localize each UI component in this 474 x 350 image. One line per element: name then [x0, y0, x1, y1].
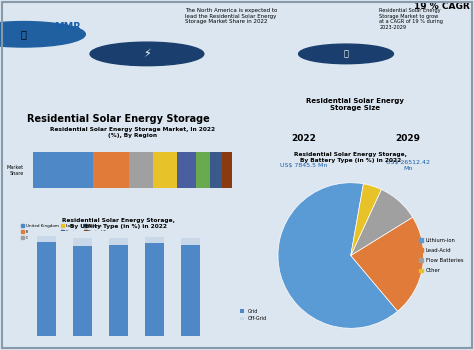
Bar — [33, 152, 93, 188]
Text: 🌐: 🌐 — [21, 29, 27, 39]
Legend: Grid, Off-Grid: Grid, Off-Grid — [238, 307, 269, 323]
Bar — [176, 152, 196, 188]
Circle shape — [299, 44, 393, 64]
Text: Residential Solar Energy
Storage Market to grow
at a CAGR of 19 % during
2023-20: Residential Solar Energy Storage Market … — [379, 8, 443, 30]
Title: Residential Solar Energy Storage Market, In 2022
(%), By Region: Residential Solar Energy Storage Market,… — [50, 127, 215, 138]
Text: US$ 7845.5 Mn: US$ 7845.5 Mn — [280, 163, 327, 168]
Circle shape — [0, 22, 85, 47]
Bar — [222, 152, 232, 188]
Bar — [145, 244, 164, 336]
Legend: United Kingdom, France, Germany, Italy, Spain, Sweden, Austria, Rest of Europe: United Kingdom, France, Germany, Italy, … — [19, 222, 120, 242]
Text: Residential Solar Energy
Storage Size: Residential Solar Energy Storage Size — [307, 98, 404, 111]
Bar — [153, 152, 176, 188]
Text: 🔥: 🔥 — [344, 49, 348, 58]
Legend: Lithium-ion, Lead-Acid, Flow Batteries, Other: Lithium-ion, Lead-Acid, Flow Batteries, … — [417, 236, 465, 275]
Title: Residential Solar Energy Storage,
By Battery Type (in %) in 2022: Residential Solar Energy Storage, By Bat… — [294, 152, 407, 163]
Text: 19 % CAGR: 19 % CAGR — [413, 2, 469, 11]
Bar — [73, 246, 92, 336]
Bar — [109, 238, 128, 245]
Bar — [73, 238, 92, 246]
Title: Residential Solar Energy Storage,
By Utility Type (in %) in 2022: Residential Solar Energy Storage, By Uti… — [62, 218, 175, 229]
Bar — [196, 152, 210, 188]
Wedge shape — [278, 183, 398, 328]
Bar — [181, 238, 201, 245]
Wedge shape — [351, 217, 424, 311]
Bar — [109, 245, 128, 336]
Bar — [36, 236, 56, 243]
Text: US$ 26512.42
Mn: US$ 26512.42 Mn — [386, 160, 429, 171]
Text: Residential Solar Energy Storage: Residential Solar Energy Storage — [27, 114, 210, 124]
Text: ⚡: ⚡ — [143, 49, 151, 59]
Wedge shape — [351, 184, 382, 256]
Wedge shape — [351, 189, 413, 256]
Bar — [145, 237, 164, 244]
Text: The North America is expected to
lead the Residential Solar Energy
Storage Marke: The North America is expected to lead th… — [185, 8, 277, 25]
Bar — [93, 152, 129, 188]
Text: 2022: 2022 — [291, 134, 316, 142]
Bar — [36, 243, 56, 336]
Bar — [181, 245, 201, 336]
Text: MMR: MMR — [55, 22, 81, 33]
Bar — [210, 152, 222, 188]
Bar — [129, 152, 153, 188]
Text: 2029: 2029 — [395, 134, 420, 142]
Circle shape — [90, 42, 204, 66]
